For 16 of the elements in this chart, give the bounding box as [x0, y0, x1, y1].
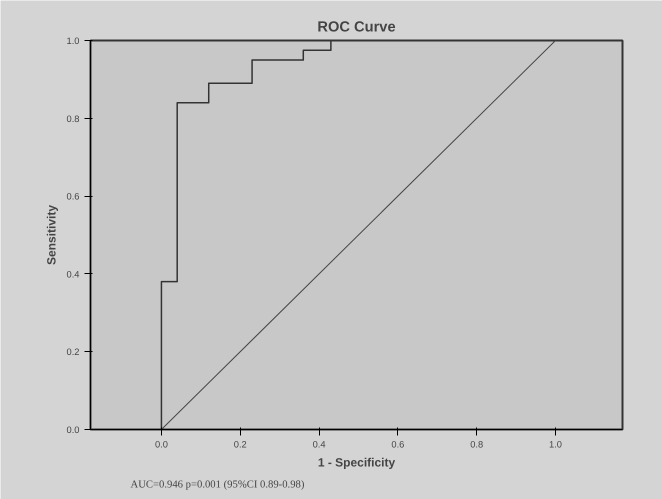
y-tick-label: 0.0	[66, 425, 80, 435]
y-tick-label: 1.0	[66, 36, 80, 46]
x-tick-label: 0.6	[391, 440, 404, 450]
text: AUC=0.946 p=0.001 (95%CI 0.89-0.98)	[130, 480, 305, 490]
x-tick-label: 0.2	[234, 440, 247, 450]
y-tick-label: 0.8	[66, 114, 80, 124]
y-axis-title: Sensitivity	[44, 204, 59, 266]
x-axis-title: 1 - Specificity	[318, 456, 396, 470]
y-tick-label: 0.6	[66, 192, 80, 202]
chart-title: ROC Curve	[317, 20, 396, 36]
x-tick-label: 0.4	[312, 440, 326, 450]
y-tick-label: 0.4	[66, 269, 80, 280]
x-tick-label: 0.0	[154, 440, 168, 450]
y-tick-label: 0.2	[66, 347, 80, 358]
x-tick-label: 1.0	[549, 440, 562, 450]
x-tick-label: 0.8	[470, 440, 484, 450]
